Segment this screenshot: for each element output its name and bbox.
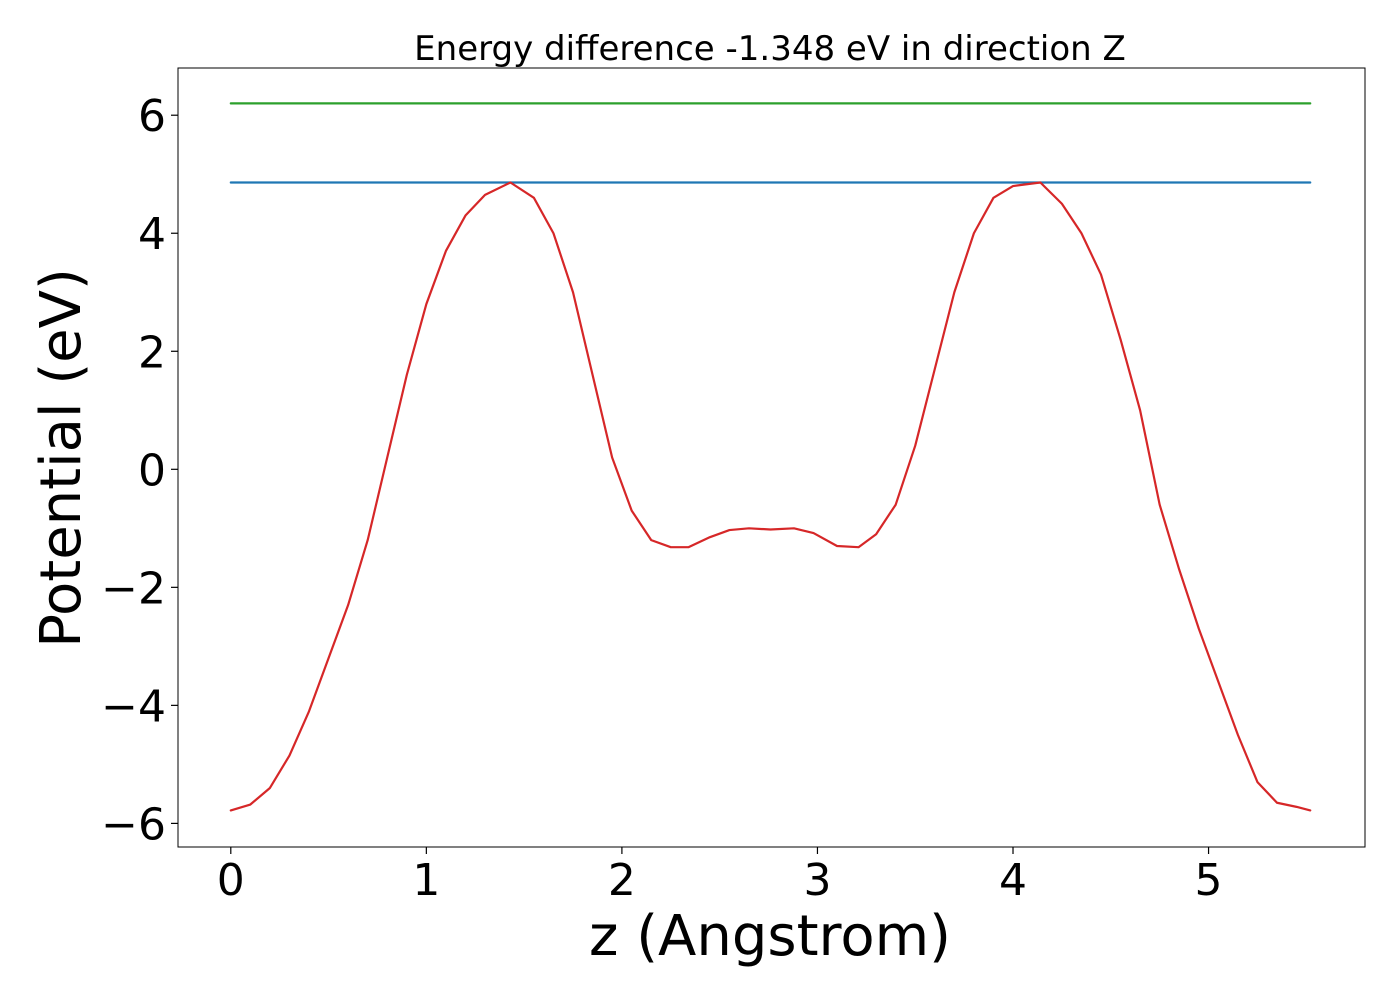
y-tick-label: −2 — [101, 563, 166, 614]
x-tick-label: 4 — [999, 855, 1027, 906]
x-tick-label: 5 — [1195, 855, 1223, 906]
series-layer — [229, 102, 1312, 812]
y-tick-label: 2 — [138, 327, 166, 378]
x-axis-ticks: 0 1 2 3 4 5 — [217, 847, 1223, 906]
x-tick-label: 0 — [217, 855, 245, 906]
y-tick-label: −4 — [101, 681, 166, 732]
y-axis-label: Potential (eV) — [29, 268, 94, 648]
x-tick-label: 2 — [608, 855, 636, 906]
plot-area-frame — [177, 67, 1366, 848]
y-tick-label: −6 — [101, 799, 166, 850]
y-tick-label: 0 — [138, 445, 166, 496]
x-tick-label: 1 — [412, 855, 440, 906]
x-axis-label: z (Angstrom) — [589, 904, 951, 969]
y-axis-ticks: 6 4 2 0 −2 −4 −6 — [101, 91, 178, 850]
series-line-2 — [229, 181, 1312, 812]
y-tick-label: 4 — [138, 209, 166, 260]
y-tick-label: 6 — [138, 91, 166, 142]
chart-title: Energy difference -1.348 eV in direction… — [414, 29, 1126, 69]
x-tick-label: 3 — [803, 855, 831, 906]
